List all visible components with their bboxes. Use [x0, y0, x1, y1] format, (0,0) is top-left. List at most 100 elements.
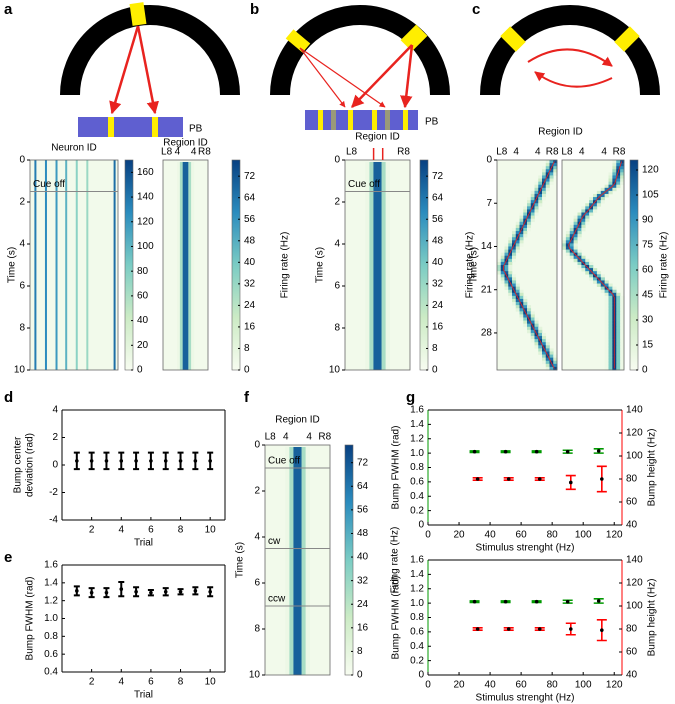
x-tick-label: 4	[306, 432, 312, 443]
heatmap-cell	[515, 221, 520, 226]
heatmap-cell	[616, 323, 621, 328]
heatmap-cell	[523, 231, 528, 235]
x-tick-label: R8	[198, 147, 211, 158]
heatmap-cell	[596, 203, 602, 207]
heatmap-cell	[604, 190, 609, 195]
y-tick-label: 2	[334, 197, 340, 208]
x-tick-label: R8	[397, 147, 410, 158]
y-tick-label: 6	[19, 281, 25, 292]
heatmap-cell	[600, 277, 605, 281]
heatmap-cell	[549, 175, 554, 179]
data-point	[104, 590, 109, 595]
data-point	[503, 599, 508, 604]
y-axis-label: Bump center	[13, 436, 24, 493]
heatmap-cell	[508, 271, 513, 275]
colorbar-tick-label: 56	[244, 214, 256, 225]
y2-axis-label: Bump height (Hz)	[647, 429, 658, 507]
heatmap-cell	[612, 175, 617, 179]
heatmap-cell	[593, 268, 598, 272]
y-axis-label: deviation (rad)	[25, 433, 36, 497]
heatmap-cell	[508, 249, 513, 253]
heatmap-cell	[608, 314, 613, 318]
heatmap-cell	[519, 308, 524, 312]
heatmap-cell	[534, 203, 539, 207]
heatmap-cell	[585, 258, 590, 263]
y-tick-label: 0	[52, 460, 58, 471]
y-tick-label: 0.4	[44, 667, 58, 678]
colorbar-tick-label: 72	[244, 171, 256, 182]
heatmap-cell	[553, 163, 558, 167]
data-point	[178, 459, 183, 463]
data-point	[472, 599, 477, 604]
heatmap-cell	[553, 172, 558, 176]
heatmap-cell	[616, 292, 621, 297]
heatmap-cell	[608, 317, 613, 321]
heatmap-cell	[515, 289, 520, 294]
heatmap-cell	[515, 286, 520, 291]
colorbar	[124, 159, 134, 371]
y-tick-label: 1.2	[410, 583, 424, 594]
heatmap-cell	[545, 184, 550, 189]
x-tick-label: 8	[178, 677, 184, 688]
heatmap-cell	[616, 326, 621, 331]
heatmap-cell	[534, 329, 539, 334]
heatmap-cell	[569, 243, 574, 247]
colorbar-tick-label: 20	[137, 340, 149, 351]
heatmap-cell	[553, 366, 558, 371]
heatmap-cell	[616, 166, 621, 170]
heatmap-cell	[500, 258, 505, 263]
heatmap-cell	[620, 329, 625, 334]
heatmap-cell	[538, 332, 543, 337]
y-tick-label: 0.8	[44, 631, 58, 642]
heatmap-cell	[504, 280, 509, 284]
heatmap-cell	[527, 308, 532, 312]
colorbar-tick-label: 64	[432, 192, 444, 203]
heatmap-cell	[512, 277, 517, 281]
x-tick-label: R8	[613, 147, 626, 158]
heatmap-cell	[549, 354, 554, 358]
y-axis-label: Time (s)	[469, 247, 480, 283]
heatmap-cell	[616, 181, 621, 186]
heatmap-cell	[534, 184, 539, 189]
heatmap-cell	[553, 166, 558, 170]
heatmap-cell	[534, 187, 539, 192]
heatmap-cell	[608, 295, 613, 300]
heatmap-cell	[65, 160, 68, 370]
heatmap-cell	[573, 227, 578, 232]
y-tick-label: 0.8	[410, 612, 424, 623]
heatmap-cell	[542, 357, 547, 362]
heatmap-cell	[612, 366, 617, 371]
heatmap-cell	[620, 305, 625, 309]
heatmap-cell	[515, 243, 520, 247]
colorbar-tick-label: 40	[137, 315, 149, 326]
y-tick-label: -4	[49, 515, 58, 526]
heatmap-cell	[519, 292, 524, 297]
heatmap-cell	[542, 178, 547, 182]
heatmap-cell	[553, 357, 558, 362]
heatmap-cell	[620, 366, 625, 371]
heatmap-cell	[534, 336, 539, 340]
heatmap-cell	[620, 311, 625, 315]
heatmap-cell	[534, 181, 539, 186]
annotation: Cue off	[348, 179, 380, 190]
heatmap-cell	[542, 345, 547, 349]
heatmap-cell	[620, 295, 625, 300]
heatmap-cell	[530, 209, 535, 213]
bump-center	[502, 161, 555, 369]
data-point	[119, 587, 124, 591]
heatmap-cell	[562, 240, 567, 244]
heatmap-cell	[616, 345, 621, 349]
heatmap-cell	[538, 187, 543, 192]
heatmap-cell	[515, 308, 520, 312]
heatmap-cell	[500, 268, 505, 272]
heatmap-cell	[545, 345, 550, 349]
data-point	[565, 599, 570, 604]
heatmap-cell	[538, 336, 543, 340]
data-point	[149, 459, 153, 463]
heatmap-cell	[573, 240, 578, 244]
heatmap-cell	[549, 163, 554, 167]
heatmap-cell	[604, 308, 609, 312]
y-axis-label: Time (s)	[235, 542, 246, 578]
heatmap-cell	[519, 212, 524, 216]
heatmap-cell	[542, 184, 547, 189]
